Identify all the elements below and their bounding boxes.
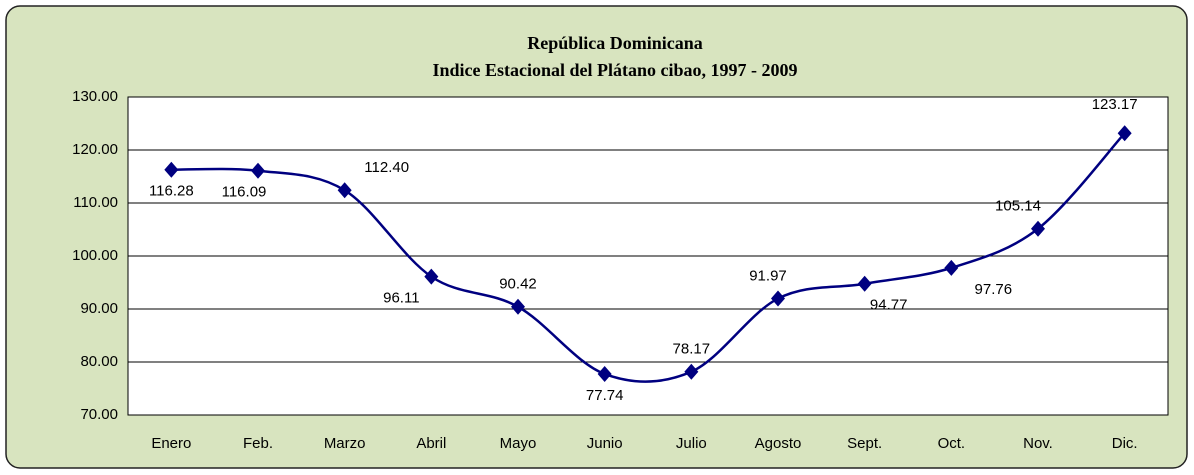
y-tick-label: 90.00 — [80, 300, 118, 317]
marker — [164, 161, 179, 178]
data-label: 112.40 — [364, 159, 409, 176]
data-label: 90.42 — [499, 276, 537, 293]
marker — [597, 365, 612, 382]
marker — [857, 275, 872, 292]
data-label: 116.09 — [222, 184, 267, 201]
x-tick-label: Julio — [676, 435, 707, 452]
y-tick-label: 100.00 — [72, 247, 118, 264]
x-tick-label: Junio — [587, 435, 623, 452]
x-tick-label: Nov. — [1023, 435, 1053, 452]
data-label: 123.17 — [1092, 96, 1138, 113]
marker — [251, 162, 265, 179]
marker — [511, 298, 525, 315]
x-tick-label: Abril — [416, 435, 446, 452]
y-tick-label: 110.00 — [73, 194, 118, 211]
data-label: 96.11 — [383, 290, 419, 307]
y-tick-label: 70.00 — [80, 406, 118, 423]
x-tick-label: Feb. — [243, 435, 273, 452]
data-label: 91.97 — [749, 268, 787, 285]
marker — [944, 259, 959, 276]
marker — [684, 363, 699, 380]
x-tick-label: Enero — [151, 435, 191, 452]
x-tick-label: Dic. — [1112, 435, 1138, 452]
chart-subtitle: Indice Estacional del Plátano cibao, 199… — [432, 60, 797, 80]
chart-title: República Dominicana — [527, 33, 703, 53]
data-label: 94.77 — [870, 297, 908, 314]
y-tick-label: 80.00 — [80, 353, 118, 370]
marker — [1031, 220, 1045, 237]
x-tick-label: Sept. — [847, 435, 882, 452]
y-tick-label: 120.00 — [72, 141, 118, 158]
data-label: 116.28 — [149, 183, 194, 200]
data-label: 78.17 — [673, 341, 711, 358]
marker — [337, 182, 352, 199]
marker — [424, 268, 439, 285]
x-tick-label: Oct. — [938, 435, 966, 452]
marker — [1117, 125, 1132, 142]
y-tick-label: 130.00 — [72, 88, 118, 105]
x-tick-label: Agosto — [755, 435, 802, 452]
data-label: 105.14 — [995, 198, 1041, 215]
data-label: 97.76 — [975, 281, 1013, 298]
x-tick-label: Marzo — [324, 435, 366, 452]
marker — [771, 290, 785, 307]
data-label: 77.74 — [586, 387, 624, 404]
x-tick-label: Mayo — [500, 435, 537, 452]
